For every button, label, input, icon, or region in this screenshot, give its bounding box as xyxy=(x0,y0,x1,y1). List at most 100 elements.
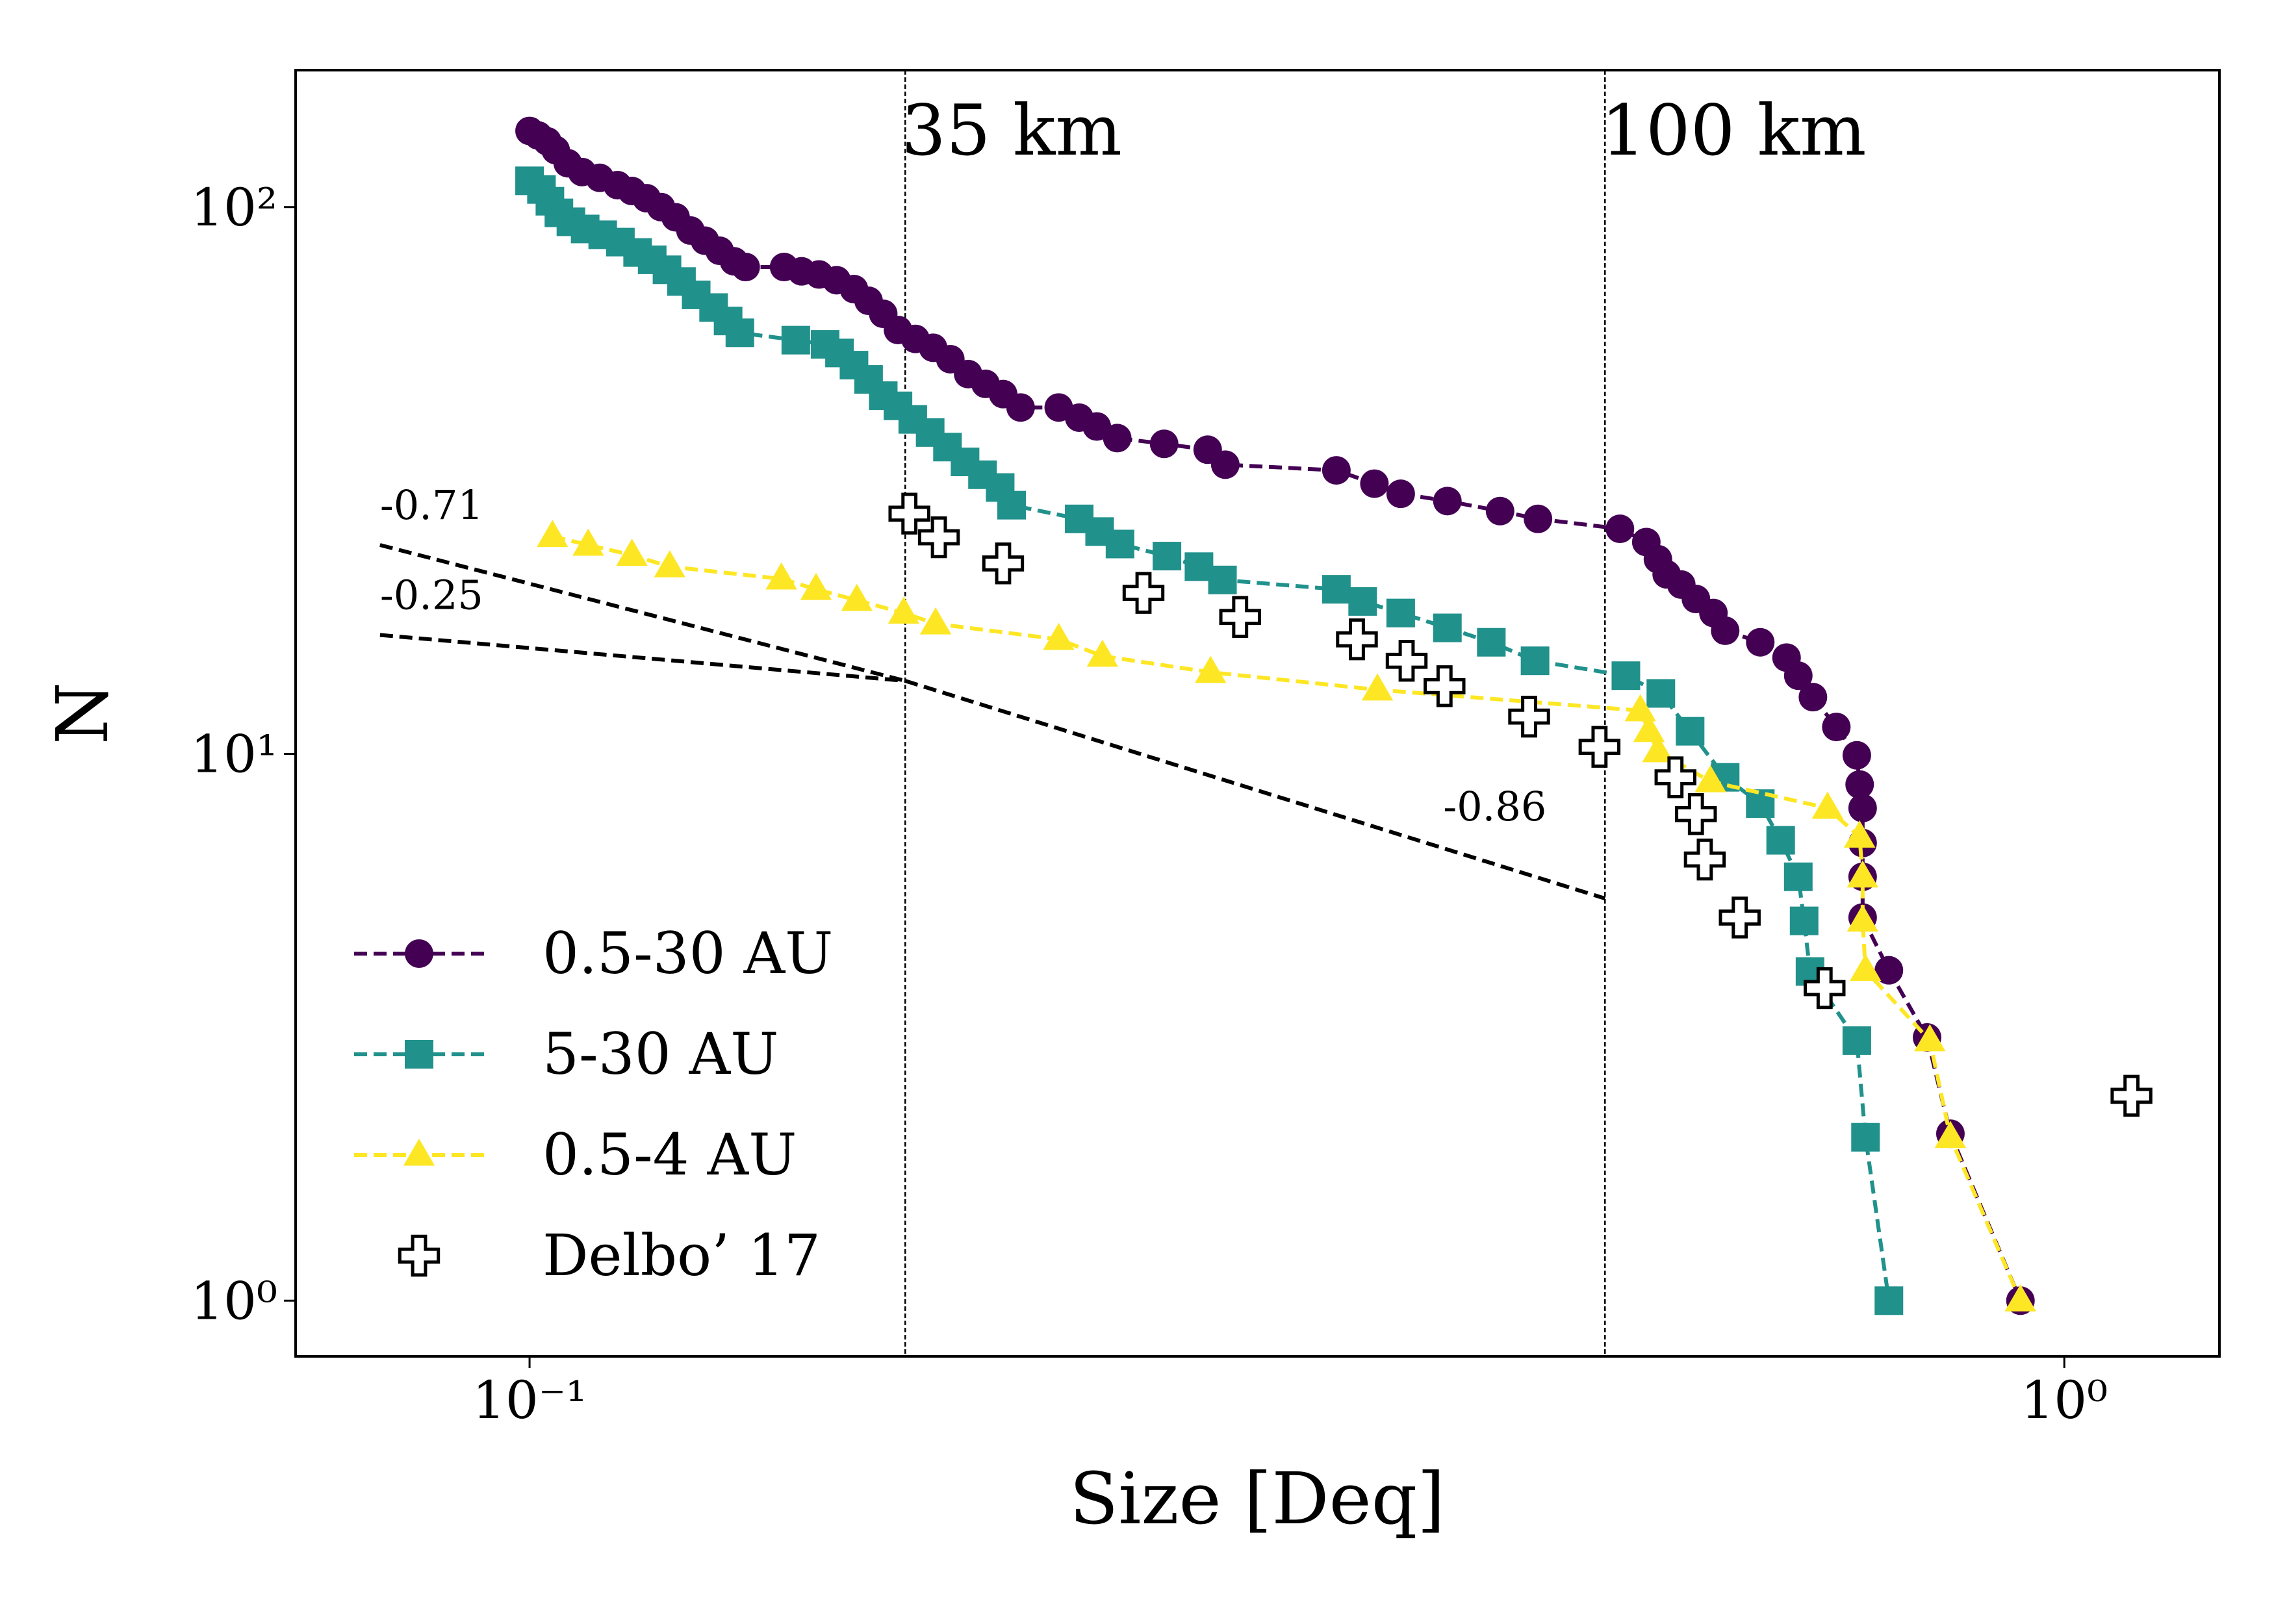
data-point xyxy=(572,528,604,556)
data-point xyxy=(1485,496,1514,526)
data-point xyxy=(1845,770,1874,799)
fit-line xyxy=(379,633,906,683)
data-point xyxy=(1842,1026,1871,1055)
data-point xyxy=(1122,572,1165,614)
data-point xyxy=(1043,622,1075,650)
data-point xyxy=(1783,862,1813,891)
data-point xyxy=(1578,726,1621,768)
data-point xyxy=(1842,741,1871,770)
data-point xyxy=(2110,1074,2153,1117)
x-tick-label: 10⁻¹ xyxy=(472,1370,587,1430)
data-point xyxy=(1711,616,1740,645)
data-point xyxy=(1676,717,1705,746)
data-point xyxy=(1385,640,1428,682)
data-point xyxy=(1766,826,1795,855)
data-point xyxy=(1846,860,1879,888)
legend-marker xyxy=(398,1234,441,1277)
data-point xyxy=(1654,756,1696,798)
data-point xyxy=(537,520,568,548)
data-point xyxy=(1611,661,1641,691)
data-point xyxy=(1694,765,1726,793)
fit-line xyxy=(379,543,906,683)
data-point xyxy=(982,542,1025,585)
data-point xyxy=(1914,1024,1946,1052)
data-point xyxy=(1746,628,1775,657)
data-point xyxy=(1851,1123,1880,1152)
data-point xyxy=(1424,665,1466,707)
data-point xyxy=(917,516,960,559)
data-point xyxy=(1360,469,1389,498)
data-point xyxy=(1348,587,1377,616)
data-point xyxy=(1433,487,1462,516)
data-point xyxy=(1675,793,1717,835)
data-point xyxy=(1219,596,1261,638)
data-point xyxy=(1322,575,1351,604)
y-tick-label: 10⁰ xyxy=(190,1271,277,1331)
data-point xyxy=(888,492,930,535)
legend-label: 0.5-4 AU xyxy=(543,1121,797,1188)
data-point xyxy=(888,596,920,624)
data-point xyxy=(1103,424,1132,453)
data-point xyxy=(654,550,685,577)
data-point xyxy=(1850,954,1882,982)
data-point xyxy=(1210,450,1240,479)
data-point xyxy=(781,325,810,355)
data-point xyxy=(1433,613,1462,642)
plot-frame xyxy=(294,69,2221,1358)
data-point xyxy=(1195,655,1227,683)
data-point xyxy=(1153,542,1182,571)
fit-label: -0.71 xyxy=(380,481,483,529)
data-point xyxy=(1718,896,1761,939)
y-axis-label: N xyxy=(41,682,124,744)
legend-marker xyxy=(405,939,433,968)
data-point xyxy=(1386,598,1415,628)
data-point xyxy=(1789,906,1819,935)
data-point xyxy=(1874,1286,1904,1315)
fit-label: -0.86 xyxy=(1443,783,1546,830)
data-point xyxy=(1524,504,1553,533)
data-point xyxy=(1520,646,1550,676)
y-tick-label: 10¹ xyxy=(190,724,277,785)
data-point xyxy=(1783,661,1813,691)
data-point xyxy=(841,583,873,611)
data-point xyxy=(1105,529,1134,559)
data-point xyxy=(2004,1284,2036,1312)
data-point xyxy=(1477,628,1506,657)
data-point xyxy=(800,572,832,600)
data-point xyxy=(765,562,797,590)
data-point xyxy=(1508,695,1550,738)
legend-label: Delbo’ 17 xyxy=(543,1222,821,1289)
data-point xyxy=(1086,639,1119,667)
data-point xyxy=(1605,514,1635,544)
legend-label: 5-30 AU xyxy=(543,1021,778,1087)
data-point xyxy=(1874,956,1904,985)
data-point xyxy=(1934,1121,1967,1148)
data-point xyxy=(725,318,754,348)
data-point xyxy=(1322,456,1351,485)
data-point xyxy=(1208,565,1237,594)
data-point xyxy=(1006,393,1035,422)
legend-marker xyxy=(403,1138,435,1166)
x-axis-label: Size [Deq] xyxy=(1069,1457,1445,1540)
data-point xyxy=(1361,673,1394,701)
fit-label: -0.25 xyxy=(380,571,483,618)
data-point xyxy=(1811,791,1844,819)
data-point xyxy=(997,490,1026,520)
data-point xyxy=(1822,713,1851,742)
legend-label: 0.5-30 AU xyxy=(543,920,833,987)
reference-label: 35 km xyxy=(901,90,1122,171)
data-point xyxy=(1646,679,1676,708)
y-tick-label: 10² xyxy=(190,177,277,238)
data-point xyxy=(1633,715,1665,742)
data-point xyxy=(1149,429,1179,459)
reference-label: 100 km xyxy=(1601,90,1866,171)
data-point xyxy=(616,539,648,566)
data-point xyxy=(1844,820,1876,848)
data-point xyxy=(1642,735,1674,763)
data-point xyxy=(1846,904,1879,932)
x-tick-label: 10⁰ xyxy=(2021,1370,2108,1430)
fit-line xyxy=(904,679,1606,900)
legend-marker xyxy=(405,1040,433,1069)
